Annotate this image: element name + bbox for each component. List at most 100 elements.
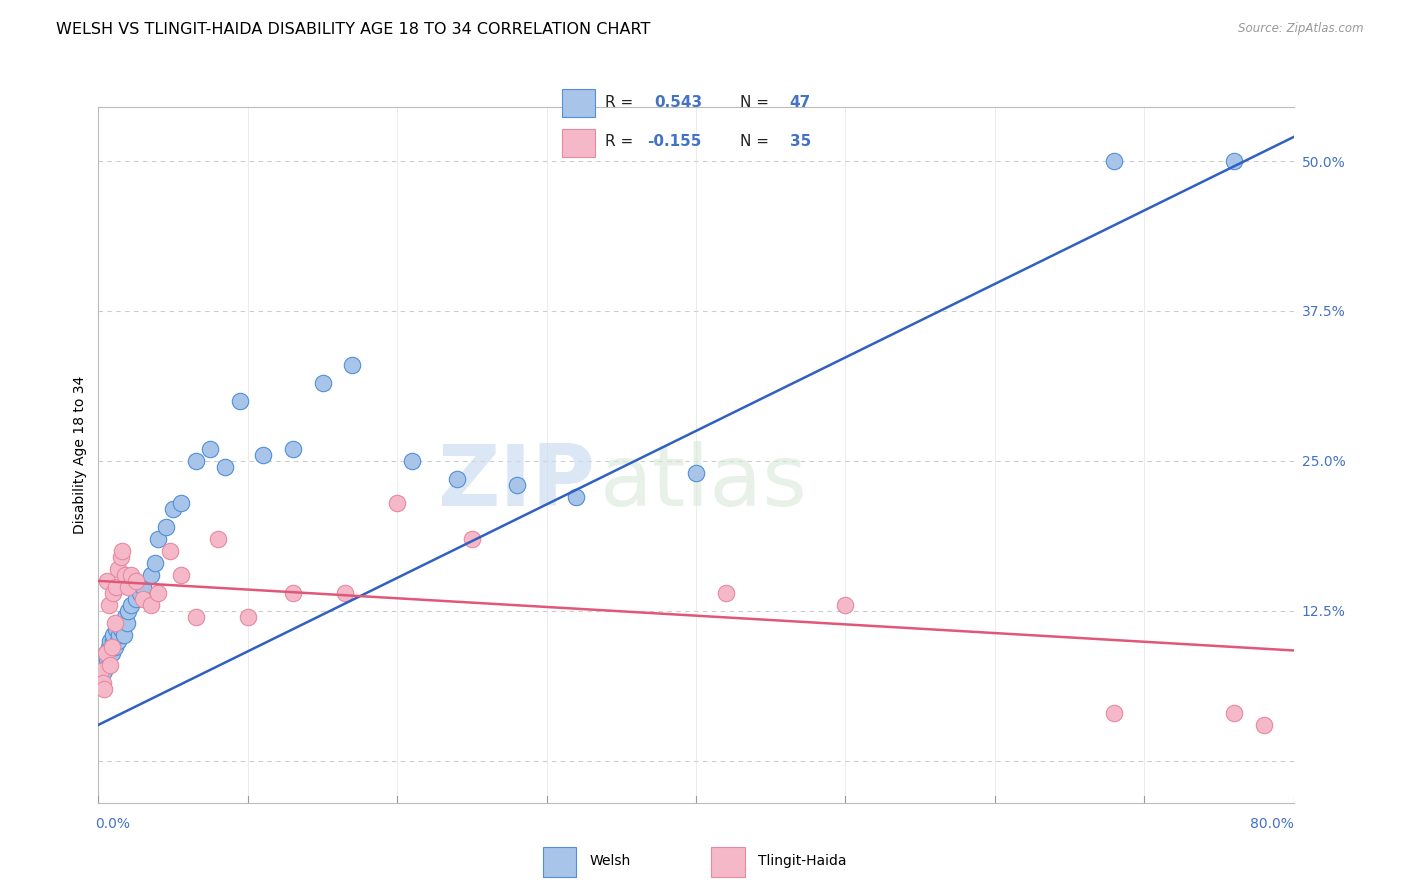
Point — [105, 580, 128, 594]
Point — [132, 580, 155, 594]
Point — [117, 580, 139, 594]
Point — [107, 562, 129, 576]
Point — [96, 574, 118, 588]
Point — [108, 628, 131, 642]
Text: N =: N = — [740, 134, 773, 149]
Text: 80.0%: 80.0% — [1250, 817, 1294, 831]
Point — [110, 622, 132, 636]
Point — [115, 615, 138, 630]
Point — [281, 442, 304, 456]
Point — [120, 567, 142, 582]
Text: Welsh: Welsh — [589, 854, 630, 868]
Point — [90, 657, 112, 672]
Point — [117, 604, 139, 618]
Point — [834, 598, 856, 612]
Point — [90, 664, 112, 678]
Point — [107, 633, 129, 648]
Point — [148, 586, 170, 600]
Text: R =: R = — [605, 134, 638, 149]
Point — [105, 622, 128, 636]
Point — [1104, 154, 1126, 169]
Point — [162, 502, 184, 516]
Point — [1223, 706, 1246, 720]
Point — [506, 478, 529, 492]
Point — [100, 657, 122, 672]
Point — [207, 532, 229, 546]
Point — [311, 376, 333, 390]
Y-axis label: Disability Age 18 to 34: Disability Age 18 to 34 — [73, 376, 87, 534]
Text: atlas: atlas — [600, 442, 808, 524]
Point — [155, 520, 177, 534]
Text: N =: N = — [740, 95, 773, 111]
Point — [94, 646, 117, 660]
Point — [97, 640, 120, 654]
Point — [120, 598, 142, 612]
Text: ZIP: ZIP — [437, 442, 595, 524]
Point — [125, 574, 148, 588]
Point — [110, 549, 132, 564]
Point — [97, 598, 120, 612]
Point — [104, 615, 127, 630]
Point — [114, 610, 136, 624]
Point — [101, 640, 124, 654]
Point — [685, 466, 707, 480]
Text: 0.0%: 0.0% — [96, 817, 131, 831]
Text: -0.155: -0.155 — [647, 134, 702, 149]
Point — [401, 454, 423, 468]
Point — [101, 640, 124, 654]
Point — [100, 633, 122, 648]
Point — [236, 610, 259, 624]
Point — [97, 657, 120, 672]
Bar — [561, 128, 595, 157]
Point — [252, 448, 274, 462]
Point — [148, 532, 170, 546]
Point — [91, 676, 114, 690]
Point — [96, 652, 118, 666]
Point — [184, 610, 207, 624]
Point — [103, 628, 125, 642]
Point — [94, 646, 117, 660]
Point — [1223, 154, 1246, 169]
Point — [103, 633, 125, 648]
Point — [93, 664, 115, 678]
Point — [184, 454, 207, 468]
Point — [91, 652, 114, 666]
Point — [385, 496, 409, 510]
Text: 35: 35 — [790, 134, 811, 149]
Text: WELSH VS TLINGIT-HAIDA DISABILITY AGE 18 TO 34 CORRELATION CHART: WELSH VS TLINGIT-HAIDA DISABILITY AGE 18… — [56, 22, 651, 37]
Point — [112, 628, 135, 642]
Bar — [543, 847, 576, 877]
Point — [101, 646, 124, 660]
Text: 0.543: 0.543 — [654, 95, 702, 111]
Point — [159, 544, 181, 558]
Point — [132, 591, 155, 606]
Point — [1253, 718, 1275, 732]
Point — [714, 586, 737, 600]
Point — [461, 532, 484, 546]
Point — [111, 544, 134, 558]
Text: Source: ZipAtlas.com: Source: ZipAtlas.com — [1239, 22, 1364, 36]
Point — [93, 681, 115, 696]
Point — [114, 567, 136, 582]
Point — [342, 358, 364, 372]
Bar — [711, 847, 745, 877]
Point — [229, 393, 252, 408]
Point — [103, 586, 125, 600]
Point — [1104, 706, 1126, 720]
Text: Tlingit-Haida: Tlingit-Haida — [758, 854, 846, 868]
Text: 47: 47 — [790, 95, 811, 111]
Point — [169, 496, 191, 510]
Point — [281, 586, 304, 600]
Point — [200, 442, 222, 456]
Point — [214, 459, 236, 474]
Point — [111, 615, 134, 630]
Point — [446, 472, 468, 486]
Point — [139, 567, 162, 582]
Point — [139, 598, 162, 612]
Bar — [561, 89, 595, 117]
Point — [333, 586, 356, 600]
Point — [125, 591, 148, 606]
Text: R =: R = — [605, 95, 638, 111]
Point — [143, 556, 166, 570]
Point — [565, 490, 588, 504]
